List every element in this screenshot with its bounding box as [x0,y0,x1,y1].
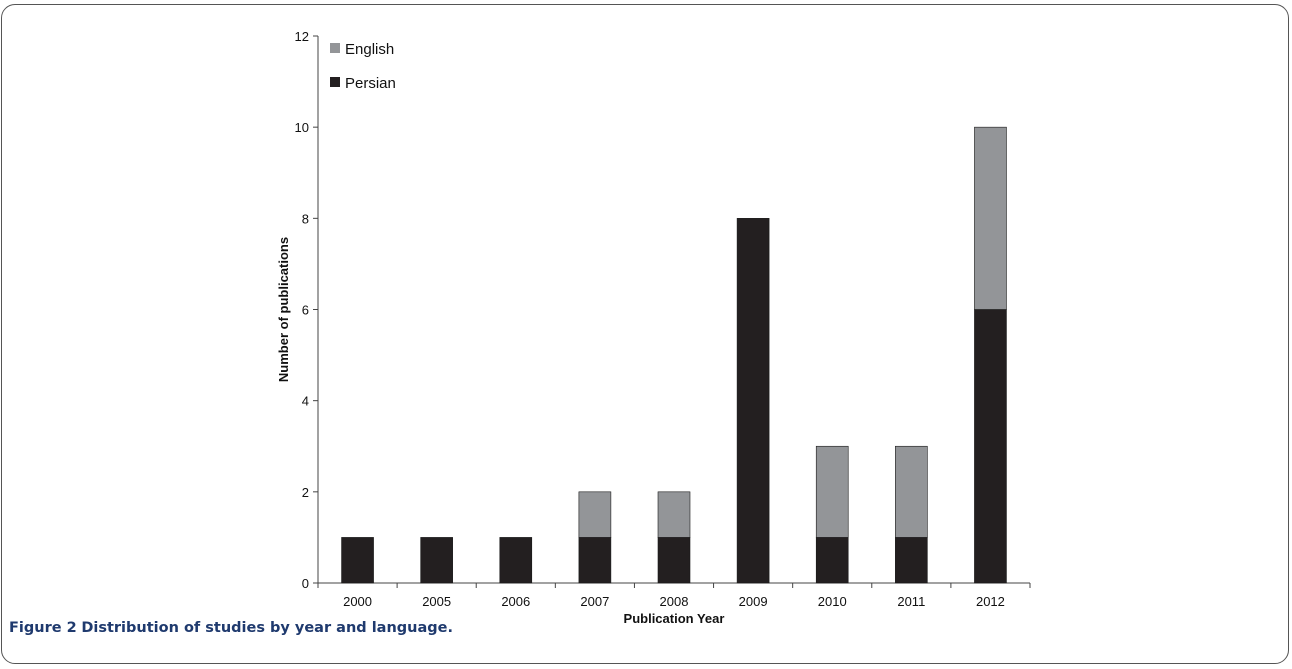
x-tick-label: 2012 [976,594,1005,609]
legend-label-persian: Persian [345,75,396,92]
caption-label: Figure 2 [9,620,77,636]
bar-persian-2006 [499,537,533,584]
x-axis-title: Publication Year [624,611,725,626]
bar-persian-2009 [736,218,770,584]
bar-persian-2011 [895,537,928,584]
y-tick-label: 4 [302,394,309,409]
x-tick-label: 2007 [580,594,609,609]
bar-english-2008 [657,491,691,538]
bar-persian-2008 [657,537,691,584]
y-tick-label: 12 [295,29,309,44]
legend-label-english: English [345,41,394,58]
x-tick-label: 2011 [897,594,925,609]
bar-english-2011 [895,445,928,538]
x-tick-label: 2006 [501,594,530,609]
plot-area: 0 2 4 6 8 10 12 2000 2005 2006 2007 2008 2009 2010 201… [276,29,1031,626]
caption-text: Distribution of studies by year and lang… [81,620,453,636]
bar-persian-2010 [815,537,849,584]
y-tick-label: 10 [295,120,309,135]
y-tick-label: 0 [302,576,309,591]
bar-persian-2005 [420,537,453,584]
figure-frame [1,4,1289,664]
legend-swatch-persian [330,77,340,87]
bar-persian-2007 [578,537,612,584]
bar-persian-2000 [341,537,374,584]
bar-english-2010 [815,445,849,538]
figure-caption: Figure 2 Distribution of studies by year… [9,620,453,636]
x-tick-label: 2005 [422,594,451,609]
y-tick-label: 2 [302,485,309,500]
y-axis-title: Number of publications [276,237,291,382]
bar-english-2012 [974,126,1007,310]
bar-english-2007 [578,491,612,538]
x-tick-label: 2000 [343,594,372,609]
x-tick-label: 2010 [818,594,847,609]
x-tick-label: 2008 [660,594,689,609]
legend-swatch-english [330,43,340,53]
y-tick-label: 8 [302,211,309,226]
x-tick-label: 2009 [739,594,768,609]
bar-persian-2012 [974,309,1007,584]
y-tick-label: 6 [302,303,309,318]
